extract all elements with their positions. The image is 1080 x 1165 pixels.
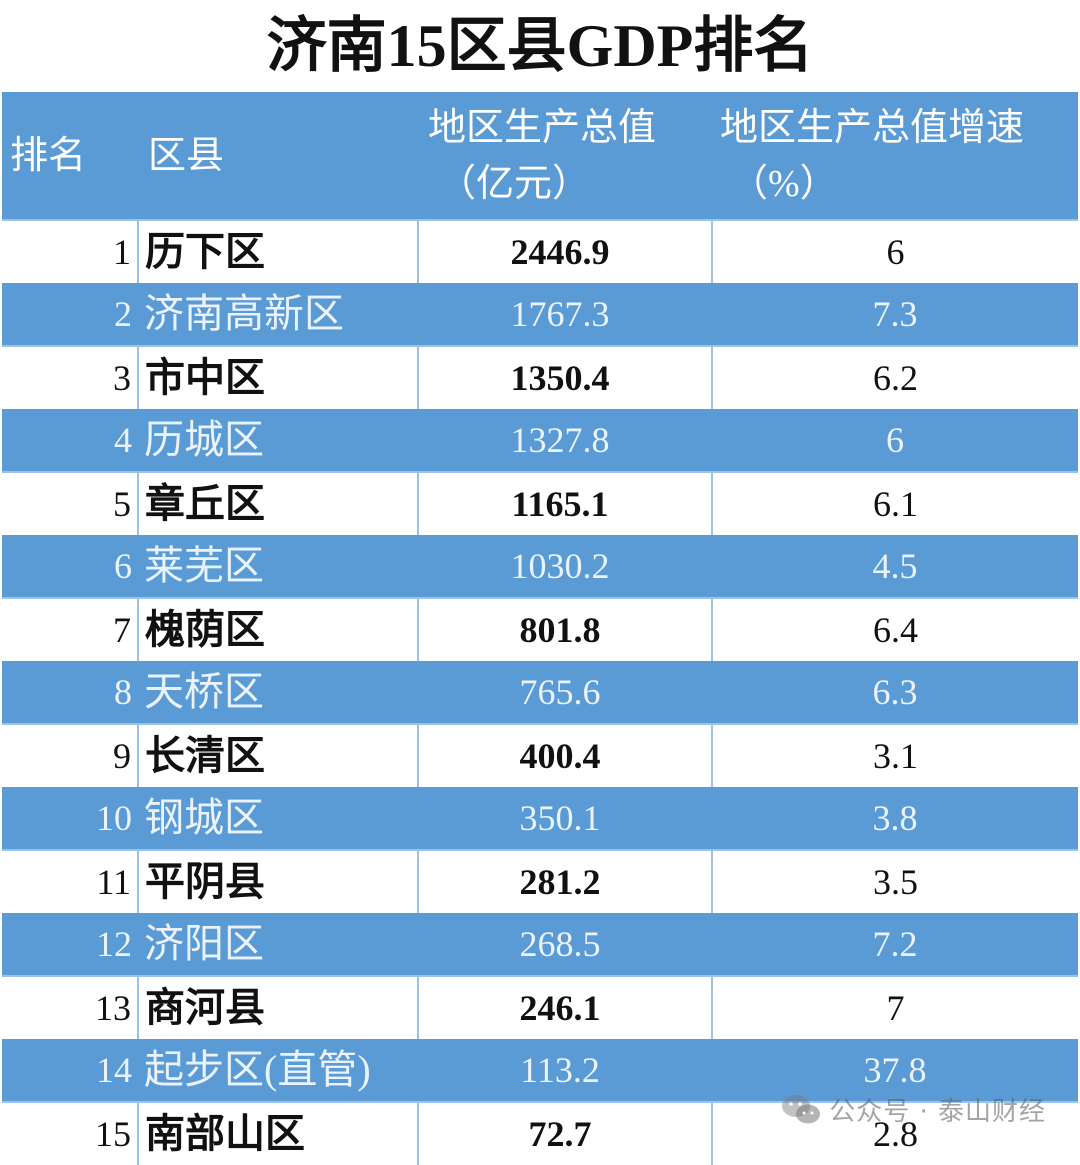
table-body: 1 历下区 2446.9 6 2 济南高新区 1767.3 7.3 3 市中区 1350.4 6.2 4… xyxy=(2,219,1078,1165)
table-row: 11 平阴县 281.2 3.5 xyxy=(2,849,1078,913)
rank-cell: 10 xyxy=(96,798,132,838)
rank-cell: 4 xyxy=(114,420,132,460)
header-gdp-title: 地区生产总值 xyxy=(428,106,657,149)
growth-cell: 37.8 xyxy=(863,1050,927,1090)
district-cell: 历城区 xyxy=(144,417,264,462)
gdp-cell: 113.2 xyxy=(520,1050,600,1090)
table-row: 14 起步区(直管) 113.2 37.8 xyxy=(2,1039,1078,1102)
gdp-cell: 268.5 xyxy=(519,924,601,964)
growth-cell: 7.3 xyxy=(872,294,918,334)
watermark: 公众号 · 泰山财经 xyxy=(781,1091,1046,1128)
table-row: 13 商河县 246.1 7 xyxy=(2,975,1078,1039)
header-district: 区县 xyxy=(148,134,225,177)
growth-cell: 3.1 xyxy=(711,723,1078,787)
rank-cell: 2 xyxy=(114,294,132,334)
gdp-ranking-table: 排名 区县 地区生产总值 （亿元） 地区生产总值增速 （%） 1 历下区 2446.… xyxy=(2,92,1078,1165)
district-cell: 市中区 xyxy=(137,345,418,409)
gdp-cell: 72.7 xyxy=(417,1101,712,1165)
district-cell: 长清区 xyxy=(137,723,418,787)
rank-cell: 12 xyxy=(96,924,132,964)
table-row: 5 章丘区 1165.1 6.1 xyxy=(2,471,1078,535)
growth-cell: 7.2 xyxy=(872,924,918,964)
wechat-icon xyxy=(781,1093,821,1127)
table-row: 6 莱芜区 1030.2 4.5 xyxy=(2,535,1078,598)
rank-cell: 13 xyxy=(2,975,138,1039)
district-cell: 历下区 xyxy=(137,219,418,283)
gdp-cell: 801.8 xyxy=(417,597,712,661)
table-row: 10 钢城区 350.1 3.8 xyxy=(2,787,1078,850)
table-header-row: 排名 区县 地区生产总值 （亿元） 地区生产总值增速 （%） xyxy=(2,92,1078,220)
gdp-cell: 400.4 xyxy=(417,723,712,787)
header-growth-unit: （%） xyxy=(730,162,838,205)
table-row: 1 历下区 2446.9 6 xyxy=(2,219,1078,283)
growth-cell: 3.5 xyxy=(711,849,1078,913)
rank-cell: 5 xyxy=(2,471,138,535)
growth-cell: 6 xyxy=(711,219,1078,283)
table-row: 15 南部山区 72.7 2.8 xyxy=(2,1101,1078,1165)
table-row: 9 长清区 400.4 3.1 xyxy=(2,723,1078,787)
header-rank: 排名 xyxy=(10,134,87,177)
rank-cell: 1 xyxy=(2,219,138,283)
header-growth-title: 地区生产总值增速 xyxy=(720,106,1025,149)
district-cell: 起步区(直管) xyxy=(144,1047,371,1092)
growth-cell: 6.4 xyxy=(711,597,1078,661)
page-title: 济南15区县GDP排名 xyxy=(266,13,814,79)
growth-cell: 6.3 xyxy=(872,672,918,712)
watermark-prefix: 公众号 · xyxy=(829,1097,938,1127)
rank-cell: 7 xyxy=(2,597,138,661)
header-gdp: 地区生产总值 （亿元） xyxy=(418,92,712,220)
district-cell: 莱芜区 xyxy=(144,543,264,588)
growth-cell: 6.1 xyxy=(711,471,1078,535)
district-cell: 济阳区 xyxy=(144,921,264,966)
rank-cell: 11 xyxy=(2,849,138,913)
gdp-cell: 765.6 xyxy=(519,672,601,712)
growth-cell: 6 xyxy=(886,420,904,460)
gdp-cell: 2446.9 xyxy=(417,219,712,283)
gdp-cell: 246.1 xyxy=(417,975,712,1039)
watermark-label: 公众号 · 泰山财经 xyxy=(829,1091,1046,1128)
growth-cell: 4.5 xyxy=(872,546,918,586)
table-row: 4 历城区 1327.8 6 xyxy=(2,409,1078,472)
table-row: 3 市中区 1350.4 6.2 xyxy=(2,345,1078,409)
rank-cell: 14 xyxy=(96,1050,132,1090)
rank-cell: 3 xyxy=(2,345,138,409)
rank-cell: 9 xyxy=(2,723,138,787)
district-cell: 章丘区 xyxy=(137,471,418,535)
gdp-cell: 1767.3 xyxy=(510,294,610,334)
district-cell: 钢城区 xyxy=(144,795,264,840)
header-gdp-unit: （亿元） xyxy=(438,162,591,205)
gdp-cell: 281.2 xyxy=(417,849,712,913)
gdp-cell: 1165.1 xyxy=(417,471,712,535)
district-cell: 商河县 xyxy=(137,975,418,1039)
table-row: 8 天桥区 765.6 6.3 xyxy=(2,661,1078,724)
gdp-cell: 350.1 xyxy=(519,798,601,838)
gdp-cell: 1327.8 xyxy=(510,420,610,460)
gdp-cell: 1350.4 xyxy=(417,345,712,409)
district-cell: 济南高新区 xyxy=(144,291,344,336)
gdp-cell: 1030.2 xyxy=(510,546,610,586)
rank-cell: 15 xyxy=(2,1101,138,1165)
watermark-account: 泰山财经 xyxy=(937,1097,1046,1127)
table-row: 12 济阳区 268.5 7.2 xyxy=(2,913,1078,976)
growth-cell: 6.2 xyxy=(711,345,1078,409)
district-cell: 槐荫区 xyxy=(137,597,418,661)
district-cell: 天桥区 xyxy=(144,669,264,714)
rank-cell: 6 xyxy=(114,546,132,586)
district-cell: 平阴县 xyxy=(137,849,418,913)
rank-cell: 8 xyxy=(114,672,132,712)
growth-cell: 3.8 xyxy=(872,798,918,838)
district-cell: 南部山区 xyxy=(137,1101,418,1165)
table-row: 7 槐荫区 801.8 6.4 xyxy=(2,597,1078,661)
growth-cell: 7 xyxy=(711,975,1078,1039)
header-growth: 地区生产总值增速 （%） xyxy=(712,92,1078,220)
table-row: 2 济南高新区 1767.3 7.3 xyxy=(2,283,1078,346)
